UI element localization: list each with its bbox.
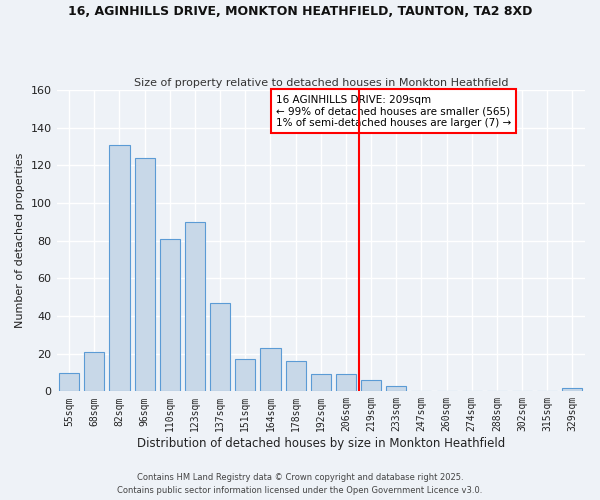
Bar xyxy=(59,372,79,392)
Text: 16 AGINHILLS DRIVE: 209sqm
← 99% of detached houses are smaller (565)
1% of semi: 16 AGINHILLS DRIVE: 209sqm ← 99% of deta… xyxy=(276,94,511,128)
Bar xyxy=(311,374,331,392)
Bar xyxy=(210,303,230,392)
Bar xyxy=(185,222,205,392)
Title: Size of property relative to detached houses in Monkton Heathfield: Size of property relative to detached ho… xyxy=(134,78,508,88)
Bar xyxy=(286,361,305,392)
Y-axis label: Number of detached properties: Number of detached properties xyxy=(15,153,25,328)
X-axis label: Distribution of detached houses by size in Monkton Heathfield: Distribution of detached houses by size … xyxy=(137,437,505,450)
Bar xyxy=(260,348,281,392)
Bar xyxy=(109,145,130,392)
Bar xyxy=(235,360,256,392)
Bar xyxy=(134,158,155,392)
Bar xyxy=(160,239,180,392)
Bar xyxy=(361,380,381,392)
Bar xyxy=(84,352,104,392)
Bar xyxy=(386,386,406,392)
Text: Contains HM Land Registry data © Crown copyright and database right 2025.
Contai: Contains HM Land Registry data © Crown c… xyxy=(118,474,482,495)
Bar xyxy=(336,374,356,392)
Text: 16, AGINHILLS DRIVE, MONKTON HEATHFIELD, TAUNTON, TA2 8XD: 16, AGINHILLS DRIVE, MONKTON HEATHFIELD,… xyxy=(68,5,532,18)
Bar xyxy=(562,388,583,392)
